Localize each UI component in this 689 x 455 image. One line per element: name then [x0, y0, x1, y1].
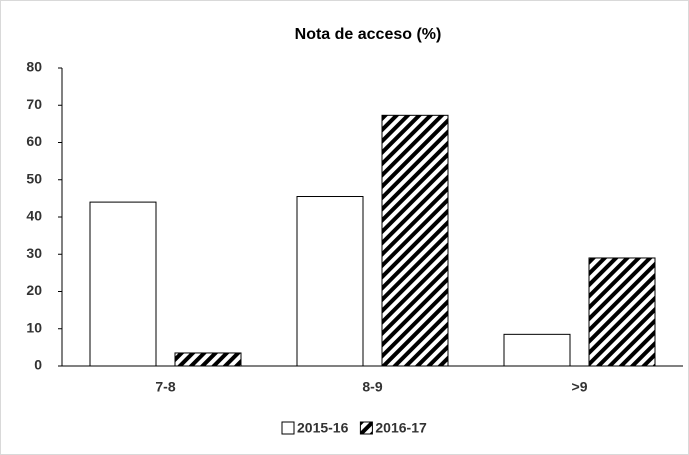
bar [588, 257, 656, 367]
legend-label: 2016-17 [375, 420, 427, 436]
y-tick-label: 60 [26, 133, 42, 149]
bar [89, 201, 157, 367]
x-tick-label: >9 [572, 379, 588, 395]
chart-title: Nota de acceso (%) [295, 26, 442, 43]
bar [381, 114, 449, 367]
x-tick-label: 7-8 [155, 379, 175, 395]
y-tick-label: 50 [26, 170, 42, 186]
legend-swatch [359, 421, 373, 435]
bar [503, 333, 571, 367]
y-tick-label: 80 [26, 59, 42, 75]
bar [174, 352, 242, 367]
bar [296, 196, 364, 367]
y-tick-label: 30 [26, 245, 42, 261]
y-tick-label: 20 [26, 282, 42, 298]
x-tick-label: 8-9 [362, 379, 382, 395]
legend-swatch [281, 421, 295, 435]
y-tick-label: 40 [26, 208, 42, 224]
y-tick-label: 10 [26, 319, 42, 335]
legend-label: 2015-16 [297, 420, 349, 436]
y-tick-label: 70 [26, 96, 42, 112]
y-tick-label: 0 [34, 357, 42, 373]
